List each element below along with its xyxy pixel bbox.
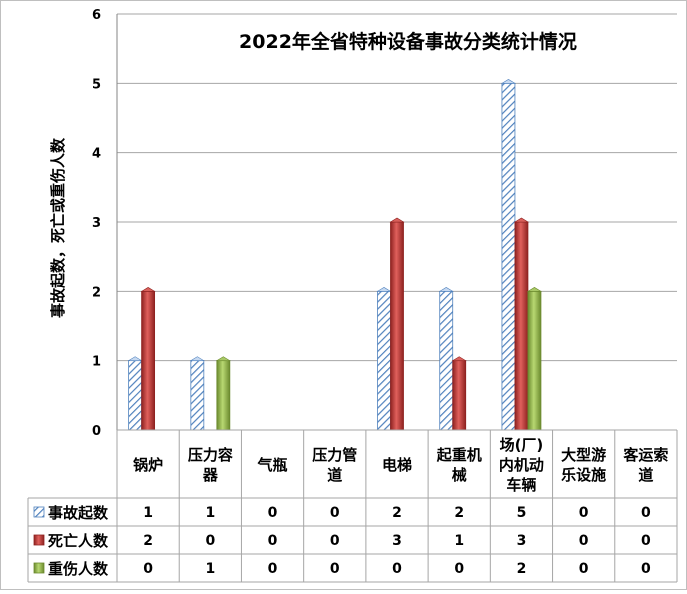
x-tick-label: 锅炉 [133, 456, 163, 474]
data-label: 1 [205, 561, 215, 577]
x-tick-label: 场(厂) 内机动车辆 [499, 436, 544, 494]
data-label: 0 [268, 561, 278, 577]
x-tick-label: 电梯 [382, 456, 412, 474]
bar [390, 221, 404, 431]
y-tick-label: 2 [92, 285, 101, 300]
x-tick-label: 压力管道 [312, 446, 357, 484]
bar-cap [389, 217, 405, 223]
y-tick-label: 5 [92, 77, 101, 92]
x-tick-label: 大型游乐设施 [561, 446, 606, 484]
bar [128, 360, 143, 431]
data-label: 0 [454, 561, 464, 577]
data-label: 0 [392, 561, 402, 577]
data-label: 0 [579, 533, 589, 549]
x-tick-label-line: 气瓶 [257, 456, 288, 474]
bar-cap [376, 286, 392, 292]
bar-cap [500, 78, 517, 84]
y-tick-label: 1 [92, 355, 101, 370]
data-label: 0 [205, 533, 215, 549]
bar [141, 290, 156, 431]
legend-key [33, 562, 45, 574]
legend-label: 死亡人数 [48, 532, 109, 550]
data-label: 0 [330, 505, 340, 521]
data-label: 0 [579, 505, 589, 521]
bar-cap [215, 356, 231, 361]
data-label: 2 [454, 505, 464, 521]
bar-cap [127, 356, 143, 361]
x-tick-label: 气瓶 [257, 456, 288, 474]
y-tick-label: 3 [92, 216, 101, 231]
bars [127, 78, 543, 431]
y-tick-label: 0 [92, 424, 101, 439]
data-label: 1 [454, 533, 464, 549]
y-tick-label: 4 [92, 147, 101, 162]
x-tick-label-line: 电梯 [382, 456, 412, 474]
x-tick-label-line: 车辆 [506, 476, 536, 494]
y-tick-labels: 0 1 2 3 4 5 6 [92, 8, 101, 439]
data-label: 0 [579, 561, 589, 577]
data-table: 锅炉压力容器气瓶压力管道电梯起重机械场(厂)内机动车辆大型游乐设施客运索道事故起… [27, 429, 678, 583]
bar [439, 290, 454, 431]
x-tick-label: 客运索道 [622, 446, 668, 484]
bar-cap [513, 217, 530, 223]
data-label: 0 [268, 533, 278, 549]
data-label: 1 [143, 505, 153, 521]
bar [527, 290, 542, 431]
x-tick-label-line: 压力管 [312, 446, 357, 464]
data-label: 5 [517, 505, 527, 521]
bar-cap [451, 356, 467, 361]
bar [452, 360, 467, 431]
x-tick-label-line: 道 [327, 466, 342, 484]
bar [501, 82, 516, 431]
x-tick-label-line: 器 [202, 466, 219, 484]
bar [514, 221, 529, 431]
bar-cap [140, 286, 156, 292]
legend-key [33, 534, 45, 546]
bar-cap [526, 286, 543, 292]
data-label: 3 [392, 533, 402, 549]
data-label: 0 [641, 561, 651, 577]
x-tick-label-line: 乐设施 [561, 466, 606, 484]
x-tick-label: 起重机械 [436, 446, 482, 484]
data-label: 3 [517, 533, 527, 549]
bar-cap [189, 356, 205, 361]
bar [216, 360, 231, 431]
data-label: 0 [268, 505, 278, 521]
data-label: 2 [392, 505, 402, 521]
y-tick-label: 6 [92, 8, 101, 23]
data-label: 1 [205, 505, 215, 521]
data-label: 0 [330, 561, 340, 577]
x-tick-label-line: 大型游 [561, 446, 606, 464]
y-axis-label: 事故起数，死亡或重伤人数 [49, 137, 67, 318]
bar [190, 360, 205, 431]
data-label: 2 [143, 533, 153, 549]
x-tick-label-line: 场(厂) [500, 436, 544, 454]
data-label: 0 [330, 533, 340, 549]
x-tick-label-line: 道 [638, 466, 653, 484]
x-tick-label-line: 锅炉 [133, 456, 163, 474]
data-label: 0 [641, 505, 651, 521]
x-tick-label: 压力容器 [188, 446, 233, 484]
chart-title: 2022年全省特种设备事故分类统计情况 [239, 30, 577, 53]
legend-label: 重伤人数 [48, 560, 109, 578]
bar [377, 290, 391, 431]
bar-cap [438, 286, 454, 292]
data-label: 0 [143, 561, 153, 577]
x-tick-label-line: 压力容 [188, 446, 233, 464]
x-tick-label-line: 内机动 [499, 456, 544, 474]
x-tick-label-line: 械 [452, 466, 467, 484]
legend-key [33, 506, 45, 518]
data-label: 2 [517, 561, 527, 577]
x-tick-label-line: 起重机 [436, 446, 482, 464]
legend-label: 事故起数 [48, 504, 109, 522]
x-tick-label-line: 客运索 [622, 446, 668, 464]
data-label: 0 [641, 533, 651, 549]
